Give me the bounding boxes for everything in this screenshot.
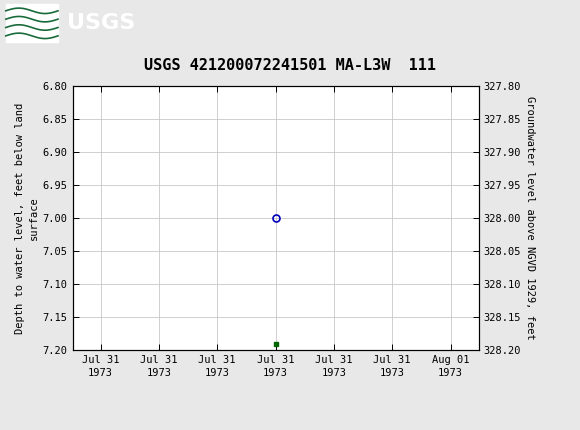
Bar (6, 3, 58, 42)
Text: USGS: USGS (67, 12, 135, 33)
Y-axis label: Groundwater level above NGVD 1929, feet: Groundwater level above NGVD 1929, feet (525, 96, 535, 340)
Y-axis label: Depth to water level, feet below land
surface: Depth to water level, feet below land su… (15, 103, 38, 334)
Text: USGS 421200072241501 MA-L3W  111: USGS 421200072241501 MA-L3W 111 (144, 58, 436, 73)
